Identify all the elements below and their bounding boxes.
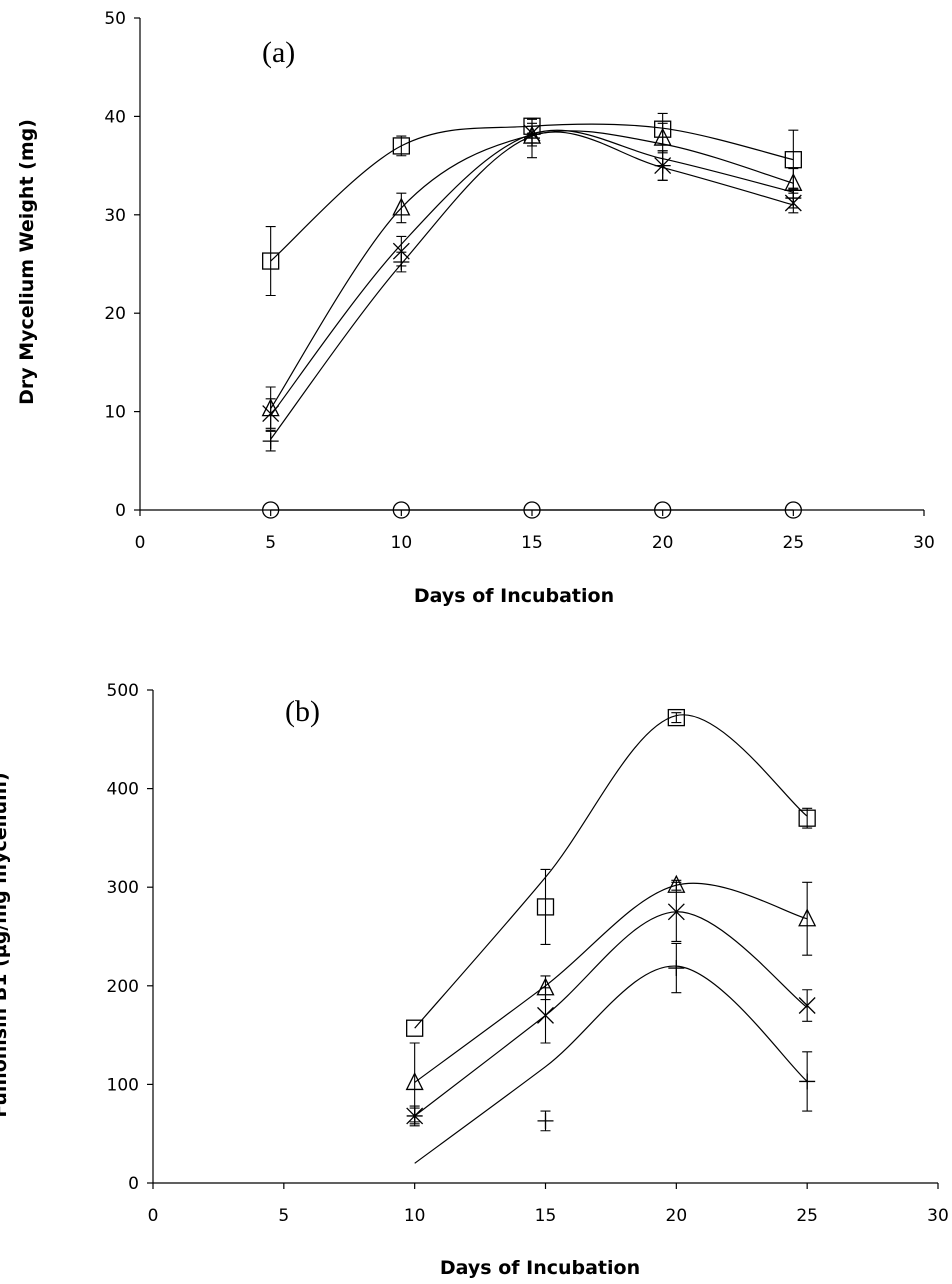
data-point bbox=[536, 898, 555, 916]
y-tick-label: 40 bbox=[104, 107, 126, 127]
chart-a-x-ticks: 0 5 10 15 20 25 30 bbox=[135, 510, 935, 553]
series-x bbox=[262, 122, 802, 429]
y-tick-label: 0 bbox=[115, 501, 126, 521]
data-point bbox=[785, 190, 802, 207]
chart-b-y-axis-title: Fumonisin B1 (µg/mg mycelium) bbox=[0, 772, 11, 1117]
data-point bbox=[262, 433, 279, 450]
data-point bbox=[668, 960, 685, 977]
data-point bbox=[784, 151, 802, 169]
series-triangle bbox=[261, 122, 803, 431]
x-tick-label: 10 bbox=[391, 533, 413, 553]
data-point bbox=[653, 127, 672, 146]
y-tick-label: 300 bbox=[107, 878, 139, 898]
chart-b-x-axis-title: Days of Incubation bbox=[440, 1257, 640, 1279]
y-tick-label: 0 bbox=[128, 1174, 139, 1194]
x-tick-label: 0 bbox=[148, 1206, 159, 1226]
series-line bbox=[270, 131, 794, 440]
error-bar bbox=[802, 881, 813, 956]
chart-b-plot bbox=[405, 708, 817, 1164]
chart-a: 0 5 10 15 20 25 30 0 10 20 30 40 50 (a) Days of Inc… bbox=[16, 9, 935, 607]
data-point bbox=[262, 252, 280, 270]
data-point bbox=[406, 1019, 424, 1037]
chart-b-axes: 0 5 10 15 20 25 30 0 100 200 300 400 500 bbox=[107, 681, 949, 1226]
data-point bbox=[392, 501, 410, 519]
series-plus bbox=[262, 117, 802, 452]
x-tick-label: 25 bbox=[796, 1206, 818, 1226]
chart-a-y-ticks: 0 10 20 30 40 50 bbox=[104, 9, 140, 521]
chart-a-plot bbox=[261, 112, 803, 519]
chart-a-y-axis-title: Dry Mycelium Weight (mg) bbox=[16, 119, 38, 405]
error-bar bbox=[265, 226, 276, 297]
data-point bbox=[262, 405, 280, 423]
data-point bbox=[524, 130, 540, 147]
data-point bbox=[799, 1073, 816, 1090]
chart-a-panel-label: (a) bbox=[262, 36, 295, 69]
data-point bbox=[392, 197, 411, 216]
y-tick-label: 500 bbox=[107, 681, 139, 701]
y-tick-label: 200 bbox=[107, 977, 139, 997]
series-triangle bbox=[405, 874, 817, 1123]
series-line bbox=[414, 965, 808, 1164]
y-tick-label: 20 bbox=[104, 304, 126, 324]
y-tick-label: 30 bbox=[104, 206, 126, 226]
y-tick-label: 10 bbox=[104, 403, 126, 423]
chart-b-y-ticks: 0 100 200 300 400 500 bbox=[107, 681, 153, 1194]
data-point bbox=[392, 137, 410, 155]
data-point bbox=[667, 903, 685, 921]
x-tick-label: 10 bbox=[404, 1206, 426, 1226]
x-tick-label: 20 bbox=[652, 533, 674, 553]
error-bar bbox=[540, 868, 551, 945]
error-bar bbox=[802, 807, 813, 829]
data-point bbox=[784, 501, 802, 519]
data-point bbox=[537, 1006, 554, 1024]
x-tick-label: 0 bbox=[135, 533, 146, 553]
data-point bbox=[667, 708, 685, 727]
data-point bbox=[393, 254, 410, 271]
series-x bbox=[406, 881, 816, 1125]
series-line bbox=[414, 714, 808, 1029]
chart-b: 0 5 10 15 20 25 30 0 100 200 300 400 500 (b) Days o… bbox=[0, 681, 949, 1279]
data-point bbox=[654, 157, 671, 174]
x-tick-label: 5 bbox=[265, 533, 276, 553]
x-tick-label: 20 bbox=[666, 1206, 688, 1226]
series-square bbox=[406, 708, 816, 1037]
data-point bbox=[798, 809, 816, 827]
chart-b-x-ticks: 0 5 10 15 20 25 30 bbox=[148, 1183, 949, 1226]
chart-b-panel-label: (b) bbox=[285, 695, 320, 728]
y-tick-label: 50 bbox=[104, 9, 126, 29]
series-line bbox=[270, 130, 794, 409]
data-point bbox=[523, 501, 541, 519]
chart-a-axes: 0 5 10 15 20 25 30 0 10 20 30 40 50 bbox=[104, 9, 934, 553]
y-tick-label: 100 bbox=[107, 1075, 139, 1095]
x-tick-label: 30 bbox=[927, 1206, 949, 1226]
data-point bbox=[405, 1071, 424, 1091]
x-tick-label: 15 bbox=[535, 1206, 557, 1226]
chart-a-x-axis-title: Days of Incubation bbox=[414, 585, 614, 607]
x-tick-label: 5 bbox=[278, 1206, 289, 1226]
x-tick-label: 30 bbox=[913, 533, 935, 553]
error-bar bbox=[396, 135, 407, 157]
data-point bbox=[654, 501, 672, 519]
x-tick-label: 25 bbox=[783, 533, 805, 553]
series-line bbox=[414, 882, 808, 1083]
data-point bbox=[392, 242, 410, 260]
data-point bbox=[262, 501, 280, 519]
data-point bbox=[406, 1107, 423, 1124]
series-line bbox=[270, 129, 794, 416]
series-circle bbox=[262, 501, 802, 519]
series-plus bbox=[406, 942, 816, 1164]
data-point bbox=[537, 1112, 554, 1129]
series-line bbox=[414, 911, 808, 1117]
x-tick-label: 15 bbox=[521, 533, 543, 553]
y-tick-label: 400 bbox=[107, 780, 139, 800]
data-point bbox=[798, 908, 817, 927]
error-bar bbox=[671, 712, 682, 724]
data-point bbox=[798, 997, 816, 1014]
